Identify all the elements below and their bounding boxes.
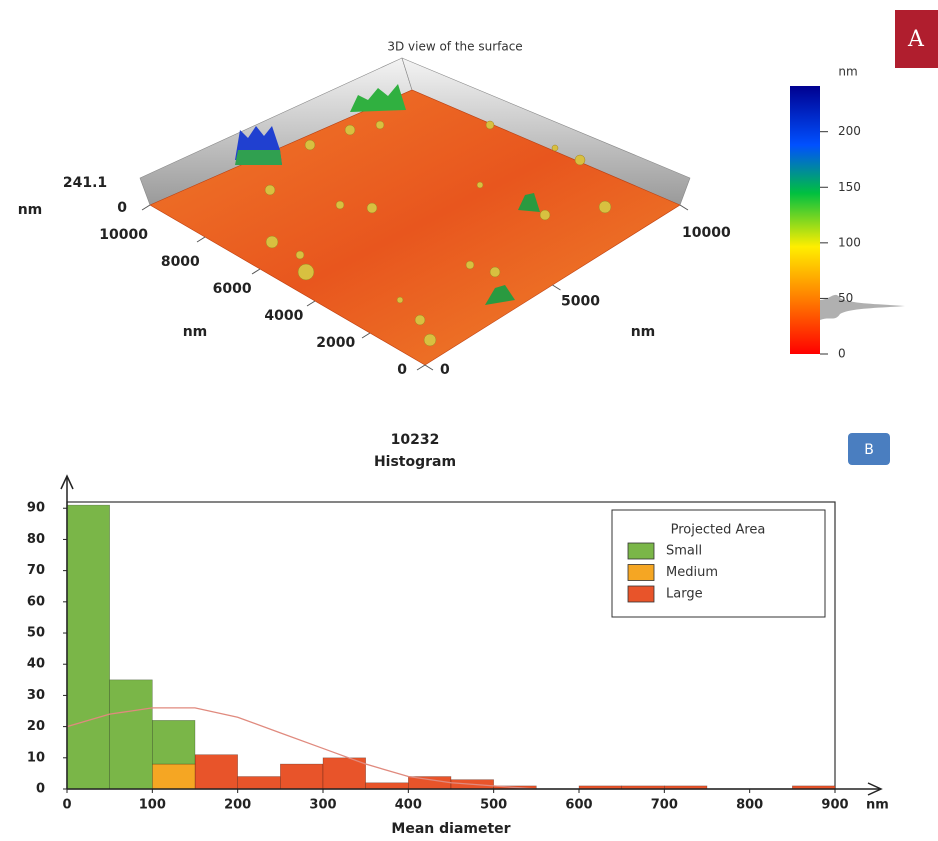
x-tick-label: 0 bbox=[440, 362, 450, 378]
bar bbox=[323, 758, 366, 789]
y-tick-label: 4000 bbox=[264, 308, 303, 324]
legend-label: Large bbox=[666, 587, 703, 602]
bar bbox=[67, 505, 110, 789]
bar bbox=[152, 720, 195, 764]
y-tick bbox=[197, 237, 205, 242]
y-tick-label: 60 bbox=[27, 594, 45, 609]
x-tick-label: 0 bbox=[62, 798, 71, 813]
bar bbox=[195, 755, 238, 789]
colorbar bbox=[790, 86, 820, 354]
y-tick-label: 30 bbox=[27, 688, 45, 703]
x-tick bbox=[425, 365, 433, 370]
y-tick-label: 50 bbox=[27, 626, 45, 641]
legend-swatch bbox=[628, 543, 654, 559]
bar bbox=[366, 783, 409, 789]
legend-label: Medium bbox=[666, 565, 718, 580]
y-tick-label: 10 bbox=[27, 750, 45, 765]
y-tick bbox=[362, 333, 370, 338]
figure: A 3D view of the surface 241.1 nm 0 nm n… bbox=[0, 0, 938, 841]
x-tick-label: 10000 bbox=[682, 225, 731, 241]
y-tick-label: 0 bbox=[36, 782, 45, 797]
x-axis-label: Mean diameter bbox=[391, 821, 510, 837]
y-tick-label: 20 bbox=[27, 719, 45, 734]
colorbar-tick-label: 150 bbox=[838, 180, 861, 194]
chart-subtitle: 10232 bbox=[391, 432, 440, 448]
x-tick-label: 800 bbox=[736, 798, 763, 813]
x-tick bbox=[553, 285, 561, 290]
surface-render bbox=[140, 58, 690, 365]
legend-label: Small bbox=[666, 544, 702, 559]
x-axis-unit: nm bbox=[631, 324, 656, 340]
x-axis-unit: nm bbox=[866, 798, 889, 813]
bar bbox=[280, 764, 323, 789]
y-tick-label: 8000 bbox=[161, 254, 200, 270]
y-tick-label: 70 bbox=[27, 563, 45, 578]
bar bbox=[152, 764, 195, 789]
y-tick-label: 2000 bbox=[316, 335, 355, 351]
z-max-label: 241.1 bbox=[63, 175, 107, 191]
y-tick bbox=[252, 269, 260, 274]
panel-label: B bbox=[864, 442, 874, 458]
x-tick-label: 200 bbox=[224, 798, 251, 813]
chart-title: 3D view of the surface bbox=[387, 40, 522, 54]
z-unit: nm bbox=[18, 202, 43, 218]
bar bbox=[408, 777, 451, 789]
colorbar-tick-label: 0 bbox=[838, 347, 846, 361]
y-tick-label: 10000 bbox=[99, 227, 148, 243]
legend-title: Projected Area bbox=[671, 523, 766, 538]
y-tick-label: 80 bbox=[27, 532, 45, 547]
x-tick-label: 500 bbox=[480, 798, 507, 813]
x-tick-label: 700 bbox=[651, 798, 678, 813]
colorbar-tick-label: 50 bbox=[838, 291, 853, 305]
panel-label: A bbox=[907, 27, 925, 52]
y-tick bbox=[142, 205, 150, 210]
y-axis-unit: nm bbox=[183, 324, 208, 340]
x-tick-label: 400 bbox=[395, 798, 422, 813]
x-tick-label: 600 bbox=[565, 798, 592, 813]
y-tick bbox=[417, 365, 425, 370]
bar bbox=[238, 777, 281, 789]
colorbar-tick-label: 100 bbox=[838, 235, 861, 249]
legend-swatch bbox=[628, 565, 654, 581]
x-tick-label: 5000 bbox=[561, 294, 600, 310]
x-tick-label: 100 bbox=[139, 798, 166, 813]
y-tick-label: 0 bbox=[397, 362, 407, 378]
chart-title: Histogram bbox=[374, 454, 456, 470]
x-tick bbox=[680, 205, 688, 210]
y-tick-label: 6000 bbox=[213, 281, 252, 297]
y-tick bbox=[307, 301, 315, 306]
x-tick-label: 300 bbox=[309, 798, 336, 813]
colorbar-distribution bbox=[820, 295, 905, 320]
bar bbox=[110, 680, 153, 789]
colorbar-tick-label: 200 bbox=[838, 124, 861, 138]
colorbar-unit: nm bbox=[838, 65, 857, 79]
y-tick-label: 90 bbox=[27, 501, 45, 516]
x-tick-label: 900 bbox=[821, 798, 848, 813]
y-tick-label: 40 bbox=[27, 657, 45, 672]
legend-swatch bbox=[628, 586, 654, 602]
z-min-label: 0 bbox=[117, 200, 127, 216]
